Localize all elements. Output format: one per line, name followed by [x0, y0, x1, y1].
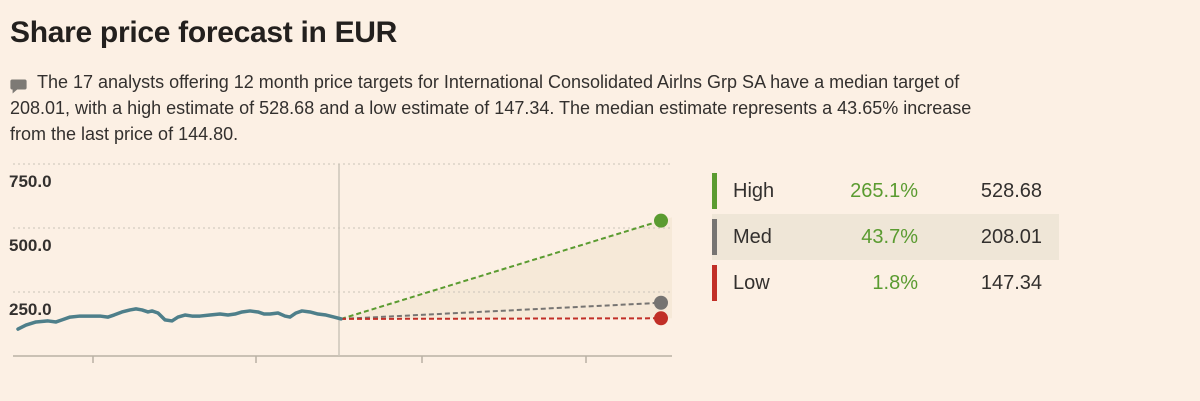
high-forecast-dot — [654, 213, 668, 228]
low-row-percent: 1.8% — [872, 271, 918, 294]
high-row-percent: 265.1% — [850, 179, 918, 202]
y-axis-label: 500.0 — [9, 236, 52, 255]
table-row-med: Med 43.7% 208.01 — [712, 214, 1059, 260]
med-row-value: 208.01 — [980, 225, 1042, 248]
med-row-label: Med — [733, 225, 772, 248]
forecast-table: High 265.1% 528.68 Med 43.7% 208.01 Low … — [712, 168, 1059, 306]
med-row-percent: 43.7% — [861, 225, 918, 248]
table-row-low: Low 1.8% 147.34 — [712, 260, 1059, 306]
analyst-summary: The 17 analysts offering 12 month price … — [10, 69, 1160, 147]
med-forecast-line — [340, 301, 662, 320]
low-forecast-dot — [654, 311, 668, 326]
low-forecast-line — [340, 317, 662, 320]
summary-line-1: The 17 analysts offering 12 month price … — [37, 72, 960, 92]
price-history-line — [16, 307, 343, 331]
table-row-high: High 265.1% 528.68 — [712, 168, 1059, 214]
high-color-bar — [712, 173, 717, 209]
summary-line-3: from the last price of 144.80. — [10, 124, 239, 144]
high-row-value: 528.68 — [980, 179, 1042, 202]
med-forecast-dot — [654, 295, 668, 310]
low-color-bar — [712, 265, 717, 301]
summary-line-2: 208.01, with a high estimate of 528.68 a… — [10, 98, 972, 118]
forecast-chart: 750.0 500.0 250.0 — [9, 163, 672, 363]
low-row-value: 147.34 — [980, 271, 1042, 294]
y-axis-label: 250.0 — [9, 300, 52, 319]
speech-bubble-icon — [10, 75, 27, 94]
med-color-bar — [712, 219, 717, 255]
low-row-label: Low — [733, 271, 770, 294]
high-row-label: High — [733, 179, 775, 202]
page-title: Share price forecast in EUR — [10, 16, 398, 49]
y-axis-label: 750.0 — [9, 172, 52, 191]
